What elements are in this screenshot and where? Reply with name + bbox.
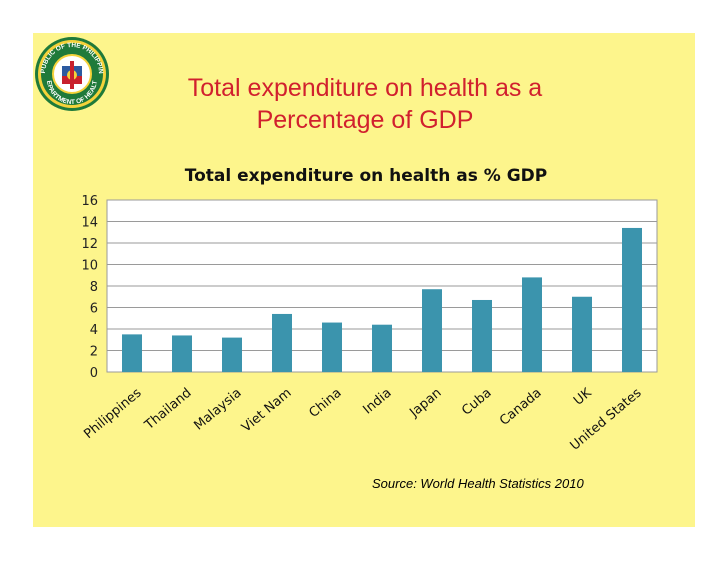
doh-seal-logo: REPUBLIC OF THE PHILIPPINES DEPARTMENT O… (33, 35, 109, 111)
y-tick-label: 8 (90, 280, 98, 295)
bar-cuba (472, 299, 492, 372)
y-tick-label: 10 (81, 259, 98, 274)
y-tick-label: 2 (90, 345, 98, 360)
x-tick-label: UK (571, 385, 595, 408)
y-tick-label: 6 (90, 302, 98, 317)
bar-japan (422, 289, 442, 372)
y-tick-label: 4 (90, 323, 98, 338)
slide-title: Total expenditure on health as a Percent… (150, 72, 580, 136)
bar-thailand (172, 335, 192, 372)
bar-uk (572, 296, 592, 372)
chart-title: Total expenditure on health as % GDP (185, 166, 547, 186)
source-caption: Source: World Health Statistics 2010 (372, 476, 584, 491)
bar-united-states (622, 227, 642, 372)
slide-title-line-2: Percentage of GDP (256, 106, 474, 134)
x-tick-label: Canada (497, 386, 545, 429)
x-tick-label: Malaysia (191, 386, 244, 434)
x-tick-label: Cuba (459, 386, 494, 419)
x-tick-label: Japan (406, 386, 444, 421)
y-axis-ticks: 0 2 4 6 8 10 12 14 16 (81, 194, 98, 381)
slide-title-line-1: Total expenditure on health as a (187, 74, 543, 102)
x-tick-label: Philippines (81, 385, 144, 442)
y-tick-label: 12 (81, 237, 98, 252)
bar-malaysia (222, 337, 242, 372)
y-tick-label: 0 (90, 366, 98, 381)
bar-canada (522, 277, 542, 372)
x-tick-label: Viet Nam (239, 386, 294, 436)
y-tick-label: 16 (81, 194, 98, 209)
bar-viet-nam (272, 313, 292, 372)
bar-china (322, 322, 342, 372)
x-tick-label: China (306, 386, 344, 421)
y-tick-label: 14 (81, 216, 98, 231)
x-tick-label: India (360, 386, 394, 418)
bars (122, 227, 642, 372)
bar-india (372, 324, 392, 372)
x-tick-label: Thailand (141, 386, 194, 434)
bar-philippines (122, 334, 142, 372)
